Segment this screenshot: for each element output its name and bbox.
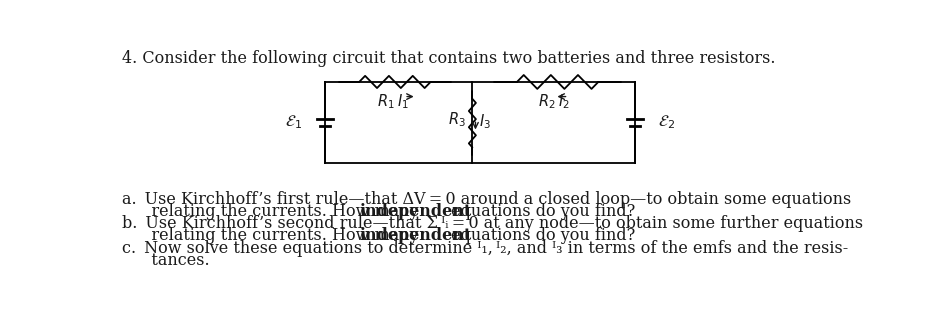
Text: equations do you find?: equations do you find? xyxy=(446,227,635,245)
Text: $\mathcal{E}_2$: $\mathcal{E}_2$ xyxy=(658,114,676,131)
Text: 4. Consider the following circuit that contains two batteries and three resistor: 4. Consider the following circuit that c… xyxy=(122,50,776,67)
Text: $R_1$: $R_1$ xyxy=(376,93,394,112)
Text: b. Use Kirchhoff’s second rule—that Σ ᴵᵢ = 0 at any node—to obtain some further : b. Use Kirchhoff’s second rule—that Σ ᴵᵢ… xyxy=(122,215,863,232)
Text: tances.: tances. xyxy=(136,252,210,269)
Text: c. Now solve these equations to determine ᴵ₁, ᴵ₂, and ᴵ₃ in terms of the emfs an: c. Now solve these equations to determin… xyxy=(122,240,848,257)
Text: $R_2$: $R_2$ xyxy=(538,93,555,112)
Text: a. Use Kirchhoff’s first rule—that ΔV = 0 around a closed loop—to obtain some eq: a. Use Kirchhoff’s first rule—that ΔV = … xyxy=(122,190,851,208)
Text: $R_3$: $R_3$ xyxy=(449,110,466,129)
Text: $I_2$: $I_2$ xyxy=(558,93,570,112)
Text: independent: independent xyxy=(359,227,471,245)
Text: $I_1$: $I_1$ xyxy=(397,93,409,112)
Text: $\mathcal{E}_1$: $\mathcal{E}_1$ xyxy=(285,114,302,131)
Text: relating the currents. How many: relating the currents. How many xyxy=(136,227,424,245)
Text: independent: independent xyxy=(359,203,471,220)
Text: relating the currents. How many: relating the currents. How many xyxy=(136,203,424,220)
Text: equations do you find?: equations do you find? xyxy=(446,203,635,220)
Text: $I_3$: $I_3$ xyxy=(478,112,490,131)
